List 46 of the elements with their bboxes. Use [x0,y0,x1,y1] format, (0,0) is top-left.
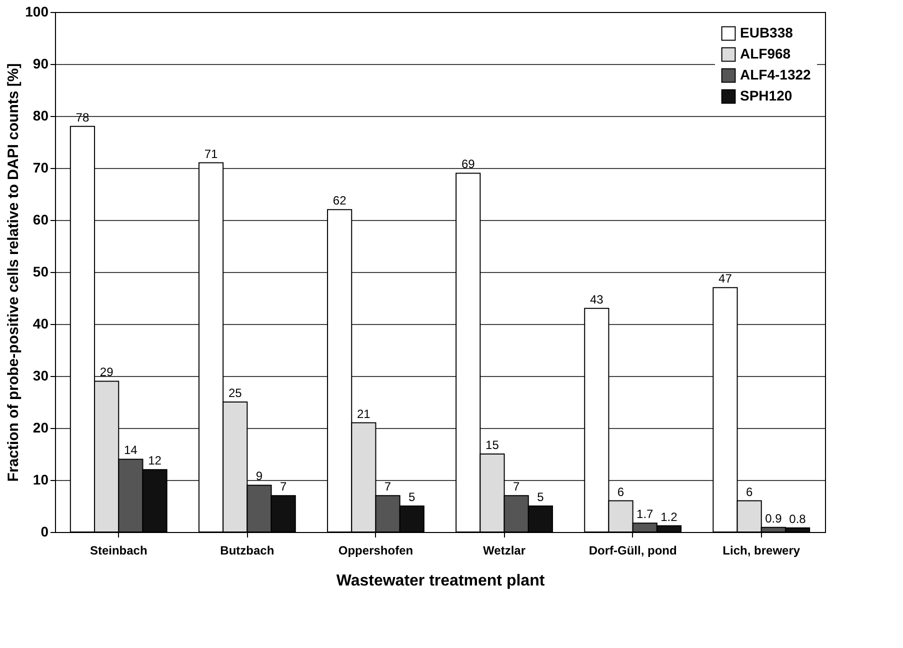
data-label: 6 [746,484,753,499]
data-label: 69 [461,157,476,172]
data-label: 12 [148,454,162,468]
data-label: 15 [486,438,500,452]
x-tick-label: Butzbach [220,544,274,558]
data-label: 25 [228,386,242,400]
x-tick-label: Dorf-Güll, pond [588,544,677,558]
legend-label: ALF968 [740,46,791,62]
data-label: 7 [384,480,392,494]
data-label: 0.8 [789,512,806,526]
y-tick-label: 40 [32,316,49,332]
y-tick-label: 10 [32,472,49,488]
x-tick-label: Lich, brewery [722,544,800,558]
y-tick-label: 80 [32,108,49,124]
y-tick-label: 0 [40,524,49,540]
y-axis-title: Fraction of probe-positive cells relative to DAPI counts [%] [5,63,22,482]
data-label: 71 [204,146,218,161]
data-label: 5 [408,490,416,504]
x-tick-label: Oppershofen [338,544,414,558]
x-tick-label: Steinbach [90,544,148,558]
x-axis-title: Wastewater treatment plant [336,572,546,590]
y-tick-label: 50 [32,264,49,280]
data-label: 14 [124,443,138,458]
data-label: 9 [256,469,263,484]
data-label: 7 [512,480,520,494]
data-label: 21 [356,406,371,421]
y-tick-label: 20 [32,420,49,436]
y-tick-label: 100 [25,4,49,20]
legend-label: SPH120 [740,88,792,104]
data-label: 62 [332,194,347,208]
x-tick-label: Wetzlar [483,544,526,558]
data-label: 1.2 [660,510,678,524]
data-label: 43 [590,292,604,306]
y-tick-label: 60 [32,212,49,228]
legend-label: ALF4-1322 [740,66,812,82]
data-label: 5 [537,490,544,504]
data-label: 1.7 [636,507,654,522]
data-label: 29 [100,365,114,380]
data-label: 0.9 [765,511,782,526]
data-label: 7 [280,480,287,494]
legend-label: EUB338 [740,24,794,40]
y-tick-label: 90 [32,56,49,72]
data-label: 6 [617,484,624,499]
y-tick-label: 30 [32,368,49,384]
y-tick-label: 70 [32,160,49,176]
data-label: 47 [718,272,732,286]
